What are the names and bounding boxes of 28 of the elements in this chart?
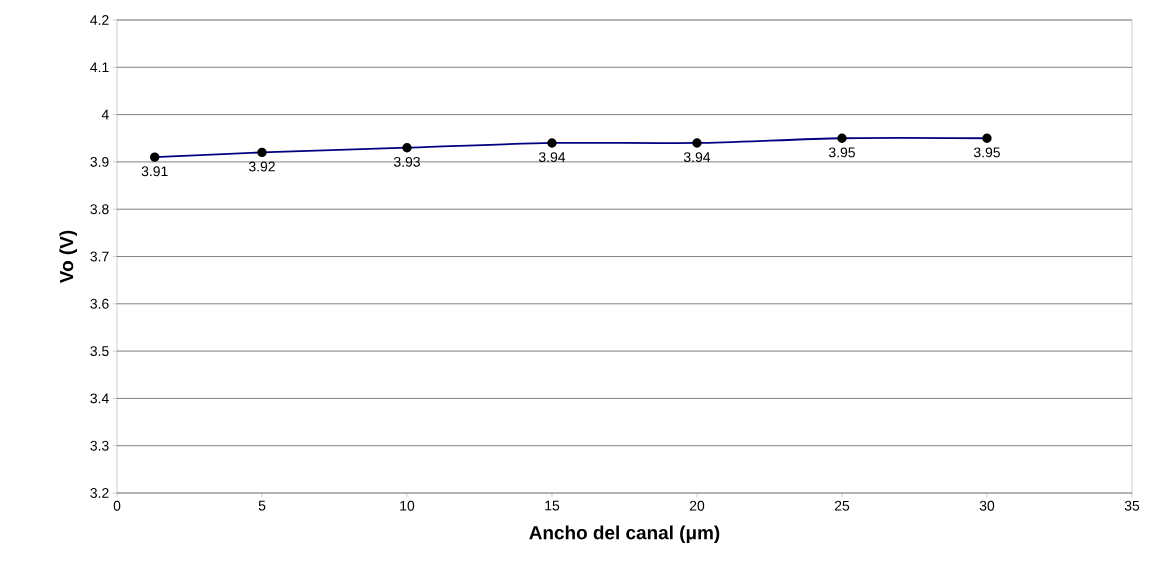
y-tick-label: 4 bbox=[101, 109, 109, 120]
x-tick-label: 10 bbox=[400, 500, 415, 511]
x-axis-title: Ancho del canal (μm) bbox=[529, 525, 720, 544]
x-tick-label: 5 bbox=[258, 500, 266, 511]
data-label: 3.95 bbox=[828, 147, 855, 158]
x-tick-label: 25 bbox=[834, 500, 850, 511]
y-tick-label: 3.7 bbox=[90, 251, 109, 262]
y-axis-title: Vo (V) bbox=[59, 230, 77, 284]
data-label: 3.93 bbox=[393, 156, 420, 167]
y-tick-label: 3.5 bbox=[90, 346, 109, 357]
y-tick-label: 3.8 bbox=[90, 204, 109, 215]
data-label: 3.94 bbox=[538, 152, 566, 163]
y-tick-label: 3.4 bbox=[90, 393, 109, 404]
y-tick-label: 4.1 bbox=[90, 62, 109, 73]
data-label: 3.94 bbox=[683, 152, 711, 163]
x-tick-label: 30 bbox=[979, 500, 995, 511]
x-tick-label: 35 bbox=[1124, 500, 1140, 511]
x-tick-label: 20 bbox=[689, 500, 705, 511]
x-tick-label: 0 bbox=[113, 500, 121, 511]
data-label: 3.92 bbox=[248, 161, 275, 172]
y-tick-label: 3.2 bbox=[90, 488, 109, 498]
y-tick-label: 4.2 bbox=[90, 15, 109, 25]
y-tick-label: 3.9 bbox=[90, 156, 109, 167]
x-tick-label: 15 bbox=[545, 500, 560, 511]
data-label: 3.91 bbox=[141, 166, 168, 177]
y-tick-label: 3.6 bbox=[90, 298, 109, 309]
y-tick-label: 3.3 bbox=[90, 440, 109, 451]
data-label: 3.95 bbox=[973, 147, 1000, 158]
